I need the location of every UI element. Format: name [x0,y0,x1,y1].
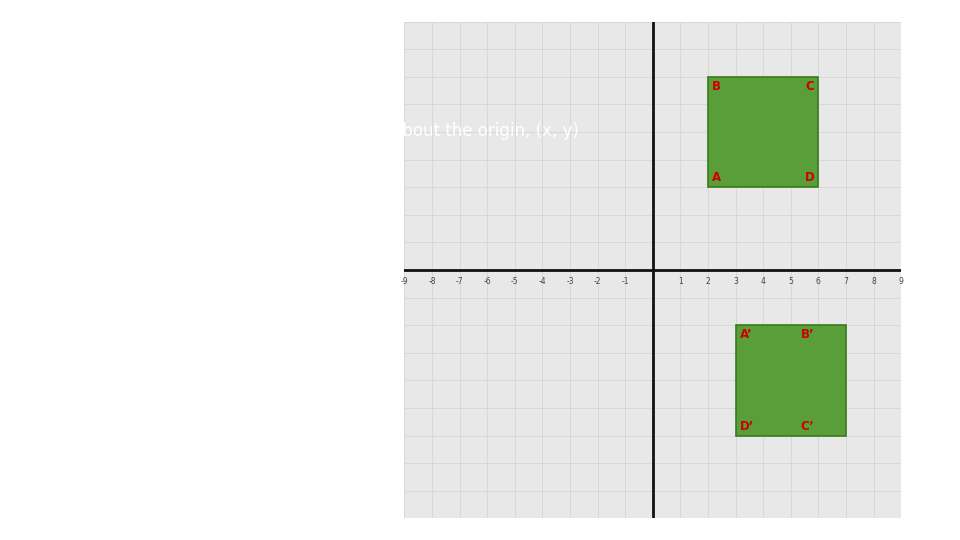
Text: B’: B’ [801,328,814,341]
Text: B: B [712,79,721,92]
Text: •: • [28,122,39,139]
Text: 9: 9 [899,277,903,286]
Text: 4: 4 [760,277,766,286]
Text: -5: -5 [511,277,518,286]
Bar [708,77,818,187]
Text: B’(              ): B’( ) [36,462,144,480]
Text: D: D [804,171,814,185]
Text: 3: 3 [733,277,738,286]
Text: 7: 7 [844,277,849,286]
Text: 1: 1 [678,277,683,286]
Text: For: For [46,122,78,139]
Text: -9: -9 [400,277,408,286]
Text: C(6,2): C(6,2) [36,338,89,355]
Text: B(2,7): B(2,7) [36,297,89,315]
Text: A’(              ): A’( ) [36,421,144,439]
Text: A(2,3): A(2,3) [36,256,89,274]
Text: A’: A’ [740,328,753,341]
Text: -6: -6 [484,277,491,286]
Text: Quick Review: Quick Review [36,38,309,72]
Text: ABCD: ABCD [36,216,85,234]
Text: -1: -1 [621,277,629,286]
Text: D’: D’ [740,420,755,433]
Text: about the origin, (x, y): about the origin, (x, y) [387,122,579,139]
Text: C: C [805,79,814,92]
Text: -3: -3 [566,277,574,286]
Text: C’(              ): C’( ) [36,502,144,520]
Text: 8: 8 [872,277,876,286]
Bar [735,325,846,436]
Text: A’B’C’D’: A’B’C’D’ [36,381,108,399]
Text: C’: C’ [801,420,814,433]
Text: 90 degree rotation clockwise: 90 degree rotation clockwise [83,122,355,139]
Text: -2: -2 [594,277,601,286]
Text: -4: -4 [539,277,546,286]
Text: 2: 2 [706,277,710,286]
Text: D(6,7): D(6,7) [36,378,91,396]
Text: 6: 6 [816,277,821,286]
Text: -7: -7 [456,277,464,286]
Text: becomes (y,-x): becomes (y,-x) [46,170,171,188]
Text: 5: 5 [788,277,793,286]
Text: -8: -8 [428,277,436,286]
Text: A: A [712,171,721,185]
